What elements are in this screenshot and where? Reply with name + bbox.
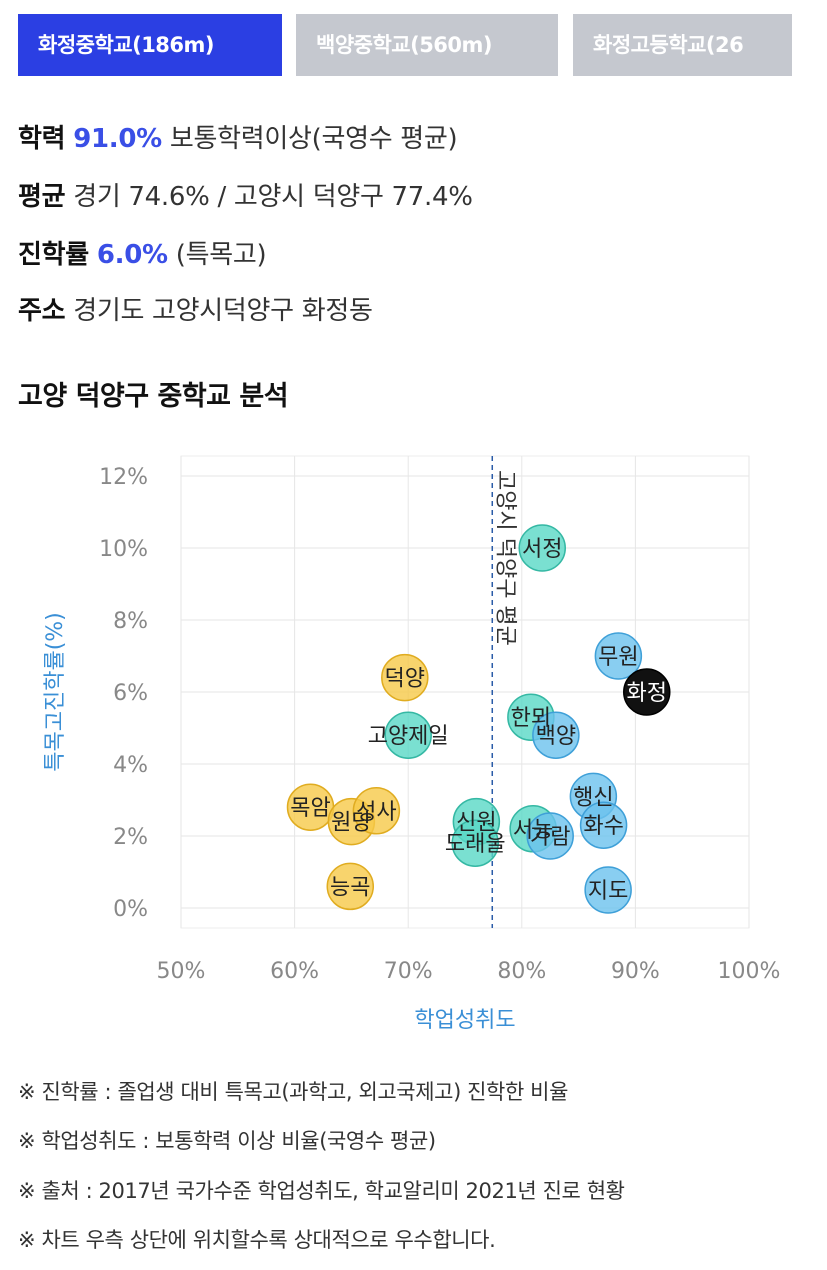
x-tick-label: 90%	[611, 959, 660, 984]
point-도래울	[451, 819, 499, 867]
tab-hwajeong-middle[interactable]: 화정중학교(186m)	[18, 14, 282, 76]
rate-label: 진학률	[18, 240, 89, 270]
point-label: 능곡	[330, 875, 370, 900]
y-tick-label: 0%	[113, 897, 148, 922]
point-label: 무원	[598, 645, 638, 670]
achievement-value: 91.0%	[73, 124, 162, 154]
x-tick-label: 50%	[157, 959, 206, 984]
point-label: 목암	[290, 796, 330, 821]
address-label: 주소	[18, 296, 66, 326]
point-백양	[532, 711, 580, 759]
x-tick-label: 100%	[718, 959, 781, 984]
achievement-label: 학력	[18, 124, 66, 154]
y-tick-label: 10%	[99, 537, 148, 562]
achievement-desc: 보통학력이상(국영수 평균)	[169, 124, 458, 154]
average-row: 평균 경기 74.6% / 고양시 덕양구 77.4%	[18, 180, 473, 214]
point-고양제일	[384, 711, 432, 759]
point-성사	[352, 787, 401, 835]
x-axis-label: 학업성취도	[414, 1008, 515, 1033]
scatter-chart: 0% 2% 4% 6% 8% 10% 12% 50% 60% 70% 80% 90% 100% 학업성취도…	[43, 455, 781, 1033]
point-label: 지도	[588, 879, 628, 904]
y-tick-label: 4%	[113, 753, 148, 778]
average-label: 평균	[18, 182, 66, 212]
school-tabs: 화정중학교(186m) 백양중학교(560m) 화정고등학교(26	[18, 14, 792, 76]
y-tick-label: 2%	[113, 825, 148, 850]
tab-baekyang-middle[interactable]: 백양중학교(560m)	[296, 14, 558, 76]
address-value: 경기도 고양시덕양구 화정동	[73, 296, 373, 326]
point-화정	[623, 668, 671, 716]
x-tick-label: 60%	[270, 959, 319, 984]
section-title: 고양 덕양구 중학교 분석	[18, 381, 289, 412]
y-tick-label: 12%	[99, 465, 148, 490]
note-rate: ※ 진학률 : 졸업생 대비 특목고(과학고, 외고국제고) 진학한 비율	[18, 1080, 569, 1104]
point-가람	[526, 812, 574, 860]
tab-hwajeong-high[interactable]: 화정고등학교(26	[573, 14, 792, 76]
x-tick-label: 70%	[384, 959, 433, 984]
rate-value: 6.0%	[96, 240, 168, 270]
point-label: 화수	[583, 814, 623, 839]
point-label: 화정	[627, 681, 667, 706]
point-화수	[579, 801, 628, 849]
point-label: 서정	[522, 537, 562, 562]
address-row: 주소 경기도 고양시덕양구 화정동	[18, 294, 373, 328]
point-label: 백양	[536, 724, 576, 749]
point-무원	[594, 632, 643, 680]
point-label: 성사	[356, 800, 396, 825]
point-label: 덕양	[385, 667, 425, 692]
note-source: ※ 출처 : 2017년 국가수준 학업성취도, 학교알리미 2021년 진로 …	[18, 1179, 625, 1203]
point-label: 행신	[573, 785, 613, 810]
point-지도	[584, 866, 632, 914]
rate-desc: (특목고)	[175, 240, 267, 270]
reference-line-label: 고양시 덕양구 평균	[492, 470, 517, 646]
point-능곡	[326, 862, 375, 911]
note-achievement: ※ 학업성취도 : 보통학력 이상 비율(국영수 평균)	[18, 1129, 436, 1153]
y-tick-label: 8%	[113, 609, 148, 634]
average-value: 경기 74.6% / 고양시 덕양구 77.4%	[73, 182, 473, 212]
y-axis-label: 특목고진학률(%)	[43, 612, 68, 772]
point-label: 서능	[513, 818, 553, 843]
point-label: 도래울	[445, 832, 506, 857]
point-label: 신원	[456, 811, 496, 836]
x-tick-label: 80%	[497, 959, 546, 984]
y-tick-label: 6%	[113, 681, 148, 706]
achievement-row: 학력 91.0% 보통학력이상(국영수 평균)	[18, 122, 458, 156]
point-덕양	[381, 653, 429, 702]
point-label: 한뫼	[511, 706, 551, 731]
rate-row: 진학률 6.0% (특목고)	[18, 238, 267, 272]
point-서정	[518, 524, 566, 572]
point-label: 고양제일	[368, 724, 449, 749]
note-hint: ※ 차트 우측 상단에 위치할수록 상대적으로 우수합니다.	[18, 1228, 496, 1252]
point-label: 원당	[331, 811, 371, 836]
point-label: 가람	[530, 825, 570, 850]
